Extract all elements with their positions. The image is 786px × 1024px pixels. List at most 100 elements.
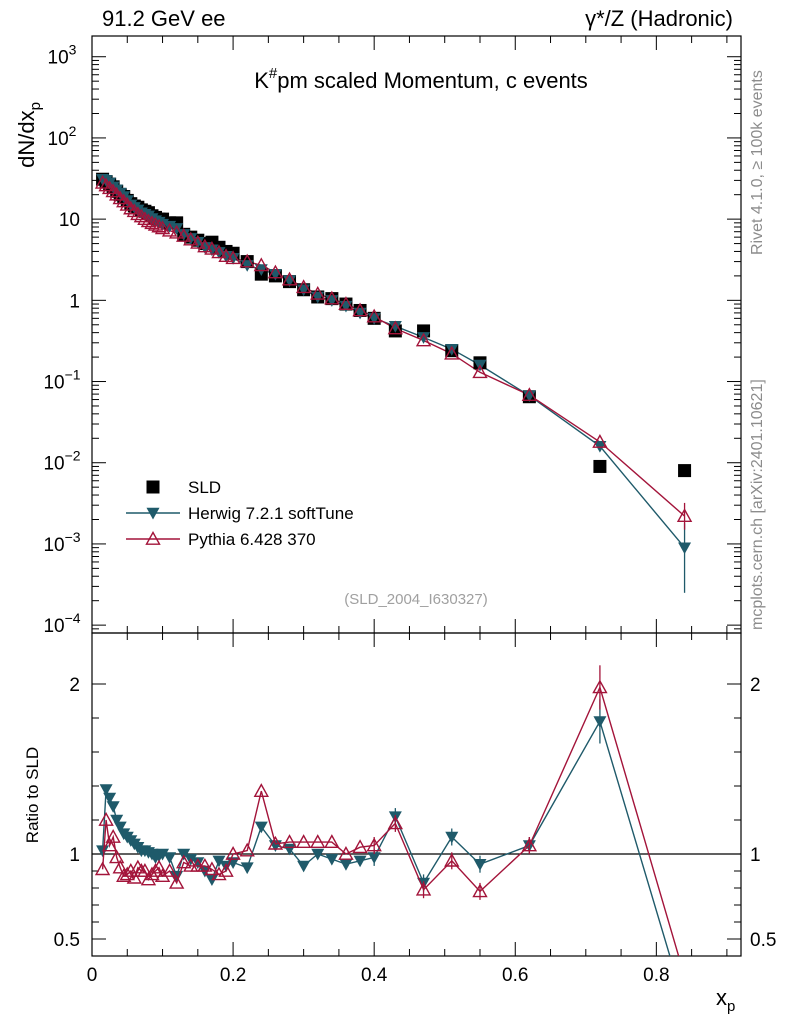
ratio-point	[105, 829, 121, 843]
data-point	[119, 196, 135, 211]
ratio-point	[295, 834, 312, 848]
data-point	[112, 190, 128, 205]
ratio-point	[191, 857, 205, 869]
ratio-point	[161, 863, 178, 877]
legend: SLD Herwig 7.2.1 softTune Pythia 6.428 370	[126, 478, 354, 549]
ratio-tick-label-right: 2	[750, 675, 761, 696]
x-tick-label: 0.8	[643, 965, 669, 986]
ratio-point	[103, 792, 117, 805]
data-point	[109, 186, 125, 201]
y-tick-label: 1	[69, 291, 80, 312]
side-text-mcplots: mcplots.cern.ch [arXiv:2401.10621]	[749, 379, 766, 630]
data-point	[176, 228, 192, 242]
ratio-point	[109, 849, 125, 864]
data-point	[444, 345, 460, 360]
data-point	[593, 459, 607, 473]
ratio-point	[310, 834, 326, 848]
y-axis-label: dN/dxp	[14, 102, 44, 168]
data-point	[240, 260, 254, 272]
ratio-tick-label-left: 2	[69, 675, 80, 696]
ratio-plot-frame	[91, 632, 742, 957]
ratio-point	[130, 859, 146, 874]
data-point	[140, 213, 157, 228]
x-tick-label: 0.6	[502, 965, 528, 986]
ratio-point	[366, 837, 382, 852]
data-point	[678, 542, 692, 555]
data-point	[253, 257, 269, 272]
ratio-point	[473, 859, 487, 871]
legend-label: Herwig 7.2.1 softTune	[188, 504, 354, 523]
data-point	[352, 302, 368, 317]
ratio-point	[472, 883, 488, 898]
ratio-series-group	[94, 665, 680, 956]
ratio-tick-label-right: 0.5	[750, 930, 776, 951]
data-point	[126, 203, 143, 218]
chart-title: K#pm scaled Momentum, c events	[254, 65, 588, 93]
data-point	[338, 296, 354, 310]
header-left-label: 91.2 GeV ee	[102, 6, 226, 31]
ratio-point	[311, 848, 325, 861]
ratio-point	[267, 835, 284, 850]
ratio-point	[521, 837, 538, 852]
ratio-point	[353, 855, 367, 868]
data-point	[267, 264, 284, 279]
y-tick-label: 10−4	[43, 610, 80, 637]
ratio-point	[137, 863, 153, 877]
data-point	[116, 193, 132, 208]
data-point	[678, 464, 692, 478]
ratio-point	[387, 815, 404, 830]
ratio-point	[154, 868, 171, 882]
data-point	[168, 224, 185, 239]
y-tick-label: 103	[48, 42, 77, 69]
data-point	[170, 223, 184, 235]
data-point	[130, 206, 146, 221]
data-point	[154, 220, 171, 235]
ratio-point	[110, 814, 124, 827]
ratio-point	[112, 859, 128, 874]
data-point	[190, 234, 206, 249]
main-plot-layer	[94, 172, 693, 593]
ratio-point	[116, 868, 132, 882]
data-point	[592, 434, 608, 448]
ratio-tick-label-right: 1	[750, 845, 761, 866]
ratio-point	[592, 679, 608, 694]
ratio-point	[211, 866, 227, 881]
data-point	[295, 279, 312, 294]
ratio-point	[240, 862, 254, 875]
data-point	[197, 238, 213, 253]
data-point	[310, 285, 326, 300]
ratio-point	[106, 801, 120, 813]
ratio-tick-label-left: 0.5	[54, 930, 80, 951]
data-point	[218, 248, 234, 263]
x-tick-label: 0	[87, 965, 98, 986]
ratio-y-axis-label: Ratio to SLD	[23, 747, 42, 843]
ratio-point	[324, 834, 340, 848]
ratio-point	[239, 842, 255, 857]
ratio-point	[352, 839, 368, 854]
x-axis-label: xp	[716, 985, 735, 1015]
analysis-id-label: (SLD_2004_I630327)	[344, 591, 487, 608]
data-point	[417, 332, 431, 344]
data-point	[94, 174, 111, 189]
legend-marker	[146, 507, 160, 520]
y-tick-label: 10−3	[43, 529, 80, 556]
legend-label: SLD	[188, 478, 221, 497]
ratio-point	[415, 881, 432, 896]
data-point	[239, 253, 255, 268]
ratio-point	[101, 837, 118, 852]
ratio-point	[445, 831, 459, 844]
data-point	[415, 332, 432, 347]
y-tick-label: 102	[48, 123, 77, 150]
y-tick-label: 10−2	[43, 448, 80, 475]
data-point	[445, 344, 459, 356]
data-point	[472, 364, 488, 379]
data-point	[225, 250, 241, 265]
ratio-point	[113, 821, 127, 834]
ratio-point	[225, 846, 241, 860]
ratio-point	[339, 859, 353, 871]
ratio-point	[163, 852, 177, 864]
ratio-point	[253, 783, 269, 797]
data-point	[151, 218, 167, 233]
data-point	[204, 240, 220, 255]
data-point	[101, 180, 118, 195]
